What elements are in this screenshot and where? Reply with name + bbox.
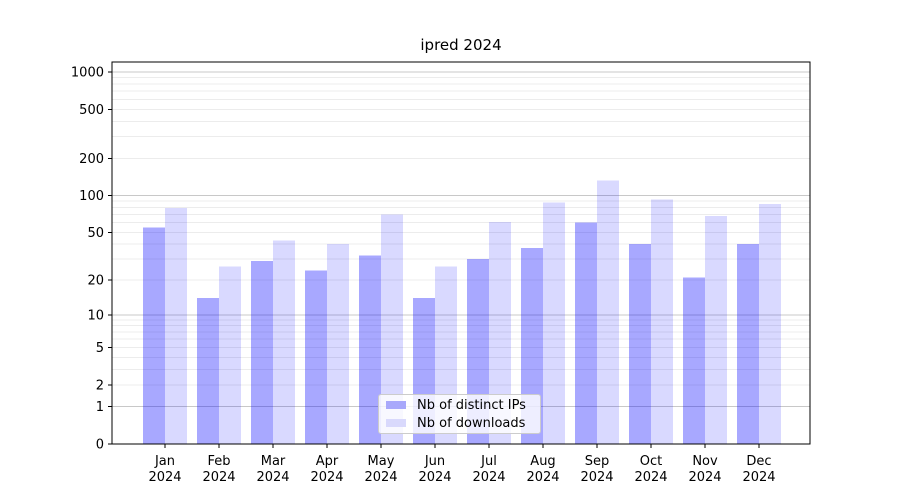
bar-downloads-sep [597, 180, 619, 445]
x-tick-label-year: 2024 [310, 470, 343, 485]
bar-distinct-ips-jan [143, 227, 165, 444]
y-tick-label: 500 [79, 103, 104, 118]
x-tick-label-year: 2024 [202, 470, 235, 485]
x-tick-label-month: Jan [154, 454, 175, 469]
legend: Nb of distinct IPs Nb of downloads [378, 394, 541, 434]
bar-downloads-jul [489, 221, 511, 444]
bar-distinct-ips-dec [737, 244, 759, 444]
x-tick-label-year: 2024 [526, 470, 559, 485]
x-tick-label-month: Nov [692, 454, 718, 469]
x-tick-label-year: 2024 [256, 470, 289, 485]
y-tick-label: 10 [87, 308, 104, 323]
x-tick-label-month: Mar [261, 454, 286, 469]
x-tick-label-month: Oct [640, 454, 662, 469]
x-tick-label-month: Feb [207, 454, 230, 469]
bars-downloads [165, 180, 781, 445]
y-tick-label: 1000 [71, 66, 104, 81]
bar-downloads-apr [327, 244, 349, 444]
y-tick-label: 5 [96, 341, 104, 356]
y-tick-label: 200 [79, 152, 104, 167]
bar-downloads-may [381, 214, 403, 444]
y-tick-label: 100 [79, 189, 104, 204]
plot-border [111, 61, 811, 445]
x-tick-label-month: Aug [530, 454, 555, 469]
y-tick-label: 1 [96, 400, 104, 415]
legend-item-label: Nb of distinct IPs [417, 397, 526, 413]
bar-downloads-feb [219, 266, 241, 444]
y-tick-label: 0 [96, 438, 104, 453]
x-tick-label-month: May [368, 454, 395, 469]
bar-downloads-oct [651, 199, 673, 444]
bar-downloads-mar [273, 240, 295, 444]
bar-distinct-ips-nov [683, 277, 705, 444]
bar-downloads-aug [543, 202, 565, 444]
x-tick-label-year: 2024 [472, 470, 505, 485]
legend-swatch-downloads [386, 419, 406, 427]
bar-distinct-ips-oct [629, 244, 651, 444]
legend-item: Nb of downloads [386, 416, 533, 431]
bar-downloads-nov [705, 216, 727, 444]
x-tick-label-month: Apr [316, 454, 339, 469]
x-tick-label-year: 2024 [580, 470, 613, 485]
x-axis: Jan2024Feb2024Mar2024Apr2024May2024Jun20… [148, 444, 776, 485]
chart-title: ipred 2024 [420, 36, 502, 54]
bar-downloads-dec [759, 204, 781, 444]
x-tick-label-year: 2024 [688, 470, 721, 485]
bar-distinct-ips-apr [305, 270, 327, 444]
bar-distinct-ips-sep [575, 222, 597, 444]
legend-swatch-distinct-ips [386, 401, 406, 409]
y-tick-label: 2 [96, 378, 104, 393]
x-tick-label-year: 2024 [418, 470, 451, 485]
gridlines [112, 71, 810, 408]
x-tick-label-month: Dec [746, 454, 771, 469]
x-tick-label-year: 2024 [742, 470, 775, 485]
x-tick-label-month: Jun [424, 454, 445, 469]
bar-distinct-ips-feb [197, 298, 219, 444]
x-tick-label-month: Sep [585, 454, 610, 469]
bar-downloads-jan [165, 208, 187, 444]
y-tick-label: 20 [87, 274, 104, 289]
x-tick-label-year: 2024 [364, 470, 397, 485]
y-axis: 0 1 2 5 10 20 50 100 200 500 1000 [71, 66, 112, 453]
bar-distinct-ips-mar [251, 260, 273, 444]
y-tick-label: 50 [87, 226, 104, 241]
legend-item-label: Nb of downloads [417, 415, 526, 431]
x-tick-label-month: Jul [480, 454, 497, 469]
x-tick-label-year: 2024 [148, 470, 181, 485]
legend-item: Nb of distinct IPs [386, 398, 533, 413]
x-tick-label-year: 2024 [634, 470, 667, 485]
bar-distinct-ips-may [359, 255, 381, 444]
